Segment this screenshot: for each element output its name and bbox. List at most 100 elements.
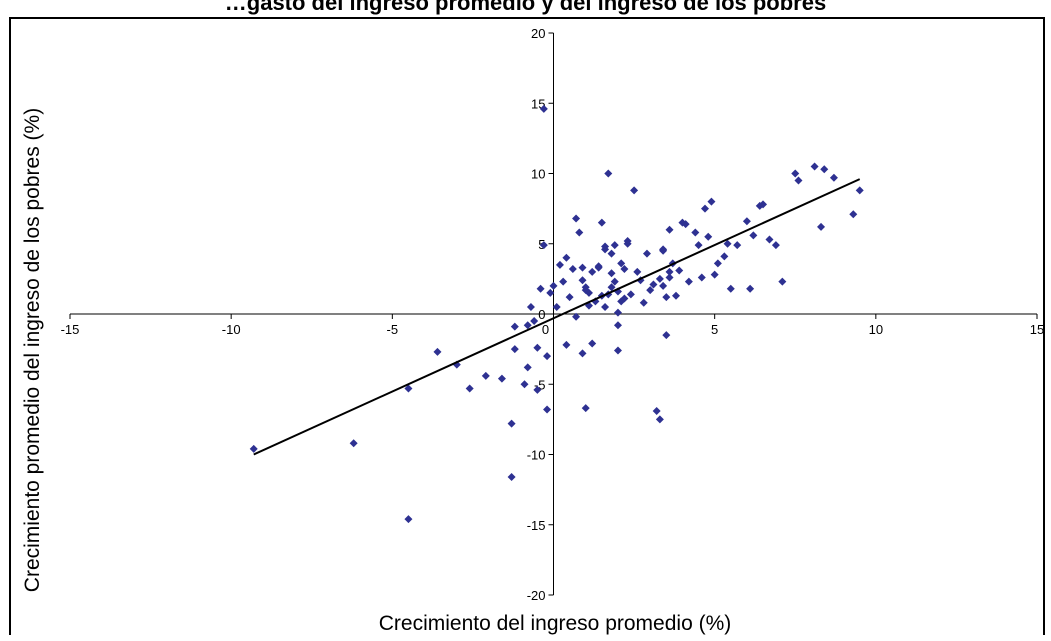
data-point bbox=[759, 200, 768, 209]
data-point bbox=[546, 288, 555, 297]
data-point bbox=[481, 371, 490, 380]
data-point bbox=[652, 406, 661, 415]
data-point bbox=[791, 169, 800, 178]
data-point bbox=[607, 269, 616, 278]
data-point bbox=[607, 249, 616, 258]
y-tick-label: -10 bbox=[527, 448, 546, 463]
data-point bbox=[749, 231, 758, 240]
x-tick-label: 5 bbox=[711, 322, 718, 337]
data-point bbox=[771, 241, 780, 250]
trendline-group bbox=[253, 178, 861, 456]
data-point bbox=[662, 331, 671, 340]
data-point bbox=[572, 214, 581, 223]
data-point bbox=[855, 186, 864, 195]
data-point bbox=[630, 186, 639, 195]
data-point bbox=[607, 283, 616, 292]
data-point bbox=[675, 266, 684, 275]
data-point bbox=[623, 239, 632, 248]
data-point bbox=[581, 404, 590, 413]
data-point bbox=[572, 312, 581, 321]
data-points bbox=[249, 104, 864, 524]
data-point bbox=[533, 385, 542, 394]
data-point bbox=[723, 239, 732, 248]
data-point bbox=[659, 281, 668, 290]
x-tick-label: -5 bbox=[387, 322, 399, 337]
data-point bbox=[533, 343, 542, 352]
data-point bbox=[568, 265, 577, 274]
data-point bbox=[639, 298, 648, 307]
data-point bbox=[507, 472, 516, 481]
data-point bbox=[588, 339, 597, 348]
data-point bbox=[523, 363, 532, 372]
data-point bbox=[617, 259, 626, 268]
data-point bbox=[530, 317, 539, 326]
y-tick-label: 0 bbox=[538, 307, 545, 322]
data-point bbox=[497, 374, 506, 383]
x-tick-label: 15 bbox=[1030, 322, 1044, 337]
data-point bbox=[539, 241, 548, 250]
data-point bbox=[601, 302, 610, 311]
data-point bbox=[613, 308, 622, 317]
data-point bbox=[620, 294, 629, 303]
data-point bbox=[707, 197, 716, 206]
data-point bbox=[684, 277, 693, 286]
data-point bbox=[655, 274, 664, 283]
data-point bbox=[778, 277, 787, 286]
data-point bbox=[555, 260, 564, 269]
data-point bbox=[507, 419, 516, 428]
x-tick-label: -10 bbox=[222, 322, 241, 337]
data-point bbox=[581, 286, 590, 295]
data-point bbox=[575, 228, 584, 237]
data-point bbox=[765, 235, 774, 244]
y-axis-label: Crecimiento promedio del ingreso de los … bbox=[21, 107, 44, 593]
data-point bbox=[578, 276, 587, 285]
data-point bbox=[613, 321, 622, 330]
data-point bbox=[794, 176, 803, 185]
data-point bbox=[610, 277, 619, 286]
data-point bbox=[742, 217, 751, 226]
data-point bbox=[720, 252, 729, 261]
data-point bbox=[626, 290, 635, 299]
data-point bbox=[588, 267, 597, 276]
data-point bbox=[662, 293, 671, 302]
data-point bbox=[601, 245, 610, 254]
y-tick-label: 10 bbox=[531, 167, 545, 182]
data-point bbox=[665, 225, 674, 234]
trendline bbox=[253, 178, 861, 456]
data-point bbox=[829, 173, 838, 182]
x-axis-label: Crecimiento del ingreso promedio (%) bbox=[378, 612, 732, 635]
data-point bbox=[633, 267, 642, 276]
data-point bbox=[817, 222, 826, 231]
data-point bbox=[510, 322, 519, 331]
data-point bbox=[681, 220, 690, 229]
data-point bbox=[249, 444, 258, 453]
data-point bbox=[562, 340, 571, 349]
data-point bbox=[713, 259, 722, 268]
data-point bbox=[404, 515, 413, 524]
data-point bbox=[665, 267, 674, 276]
y-tick-label: -20 bbox=[527, 588, 546, 603]
data-point bbox=[559, 277, 568, 286]
data-point bbox=[523, 321, 532, 330]
data-point bbox=[349, 439, 358, 448]
data-point bbox=[691, 228, 700, 237]
data-point bbox=[665, 273, 674, 282]
data-point bbox=[520, 380, 529, 389]
data-point bbox=[649, 280, 658, 289]
data-point bbox=[694, 241, 703, 250]
data-point bbox=[746, 284, 755, 293]
data-point bbox=[620, 265, 629, 274]
data-point bbox=[549, 281, 558, 290]
y-tick-label: -15 bbox=[527, 518, 546, 533]
data-point bbox=[539, 104, 548, 113]
data-point bbox=[646, 286, 655, 295]
data-point bbox=[697, 273, 706, 282]
data-point bbox=[597, 218, 606, 227]
chart-title: …gasto del ingreso promedio y del ingres… bbox=[224, 0, 827, 15]
data-point bbox=[710, 270, 719, 279]
data-point bbox=[642, 249, 651, 258]
data-point bbox=[562, 253, 571, 262]
data-point bbox=[726, 284, 735, 293]
data-point bbox=[543, 405, 552, 414]
